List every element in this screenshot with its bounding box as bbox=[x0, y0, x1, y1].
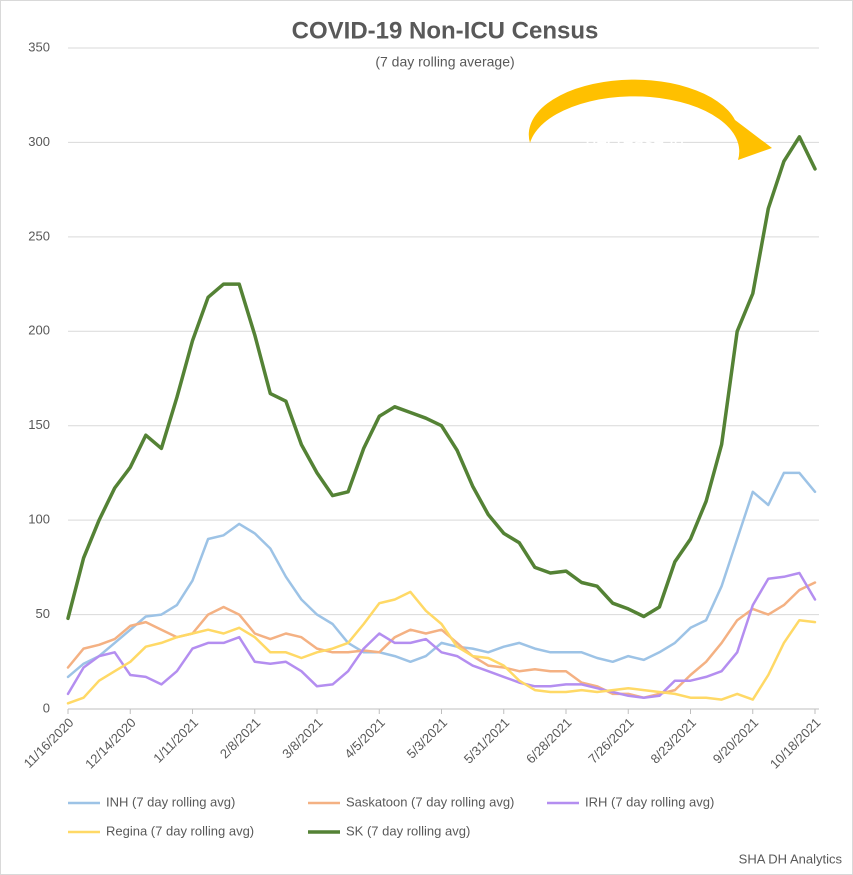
series-line bbox=[66, 135, 817, 621]
annotation-text: decrease in bbox=[586, 132, 684, 153]
series-line bbox=[66, 571, 817, 699]
series-line bbox=[66, 590, 817, 705]
chart-title: COVID-19 Non-ICU Census bbox=[292, 17, 599, 44]
legend-label: IRH (7 day rolling avg) bbox=[585, 794, 714, 809]
annotation-text: 1% bbox=[621, 99, 649, 120]
legend-label: Regina (7 day rolling avg) bbox=[106, 823, 254, 838]
legend-label: INH (7 day rolling avg) bbox=[106, 794, 235, 809]
legend-label: Saskatoon (7 day rolling avg) bbox=[346, 794, 514, 809]
chart-subtitle: (7 day rolling average) bbox=[375, 54, 514, 70]
y-tick-label: 100 bbox=[28, 512, 50, 527]
y-tick-label: 350 bbox=[28, 39, 50, 54]
y-tick-label: 50 bbox=[36, 606, 50, 621]
y-tick-label: 200 bbox=[28, 323, 50, 338]
annotation-bubble bbox=[528, 79, 772, 160]
y-tick-label: 250 bbox=[28, 228, 50, 243]
series-line bbox=[66, 471, 817, 679]
y-tick-label: 150 bbox=[28, 417, 50, 432]
y-tick-label: 300 bbox=[28, 134, 50, 149]
annotation-text: last 2 weeks bbox=[583, 164, 688, 185]
legend-label: SK (7 day rolling avg) bbox=[346, 823, 470, 838]
source: SHA DH Analytics bbox=[739, 851, 843, 866]
annotation: 1% decrease in last 2 weeks bbox=[528, 79, 772, 185]
y-tick-label: 0 bbox=[43, 700, 50, 715]
